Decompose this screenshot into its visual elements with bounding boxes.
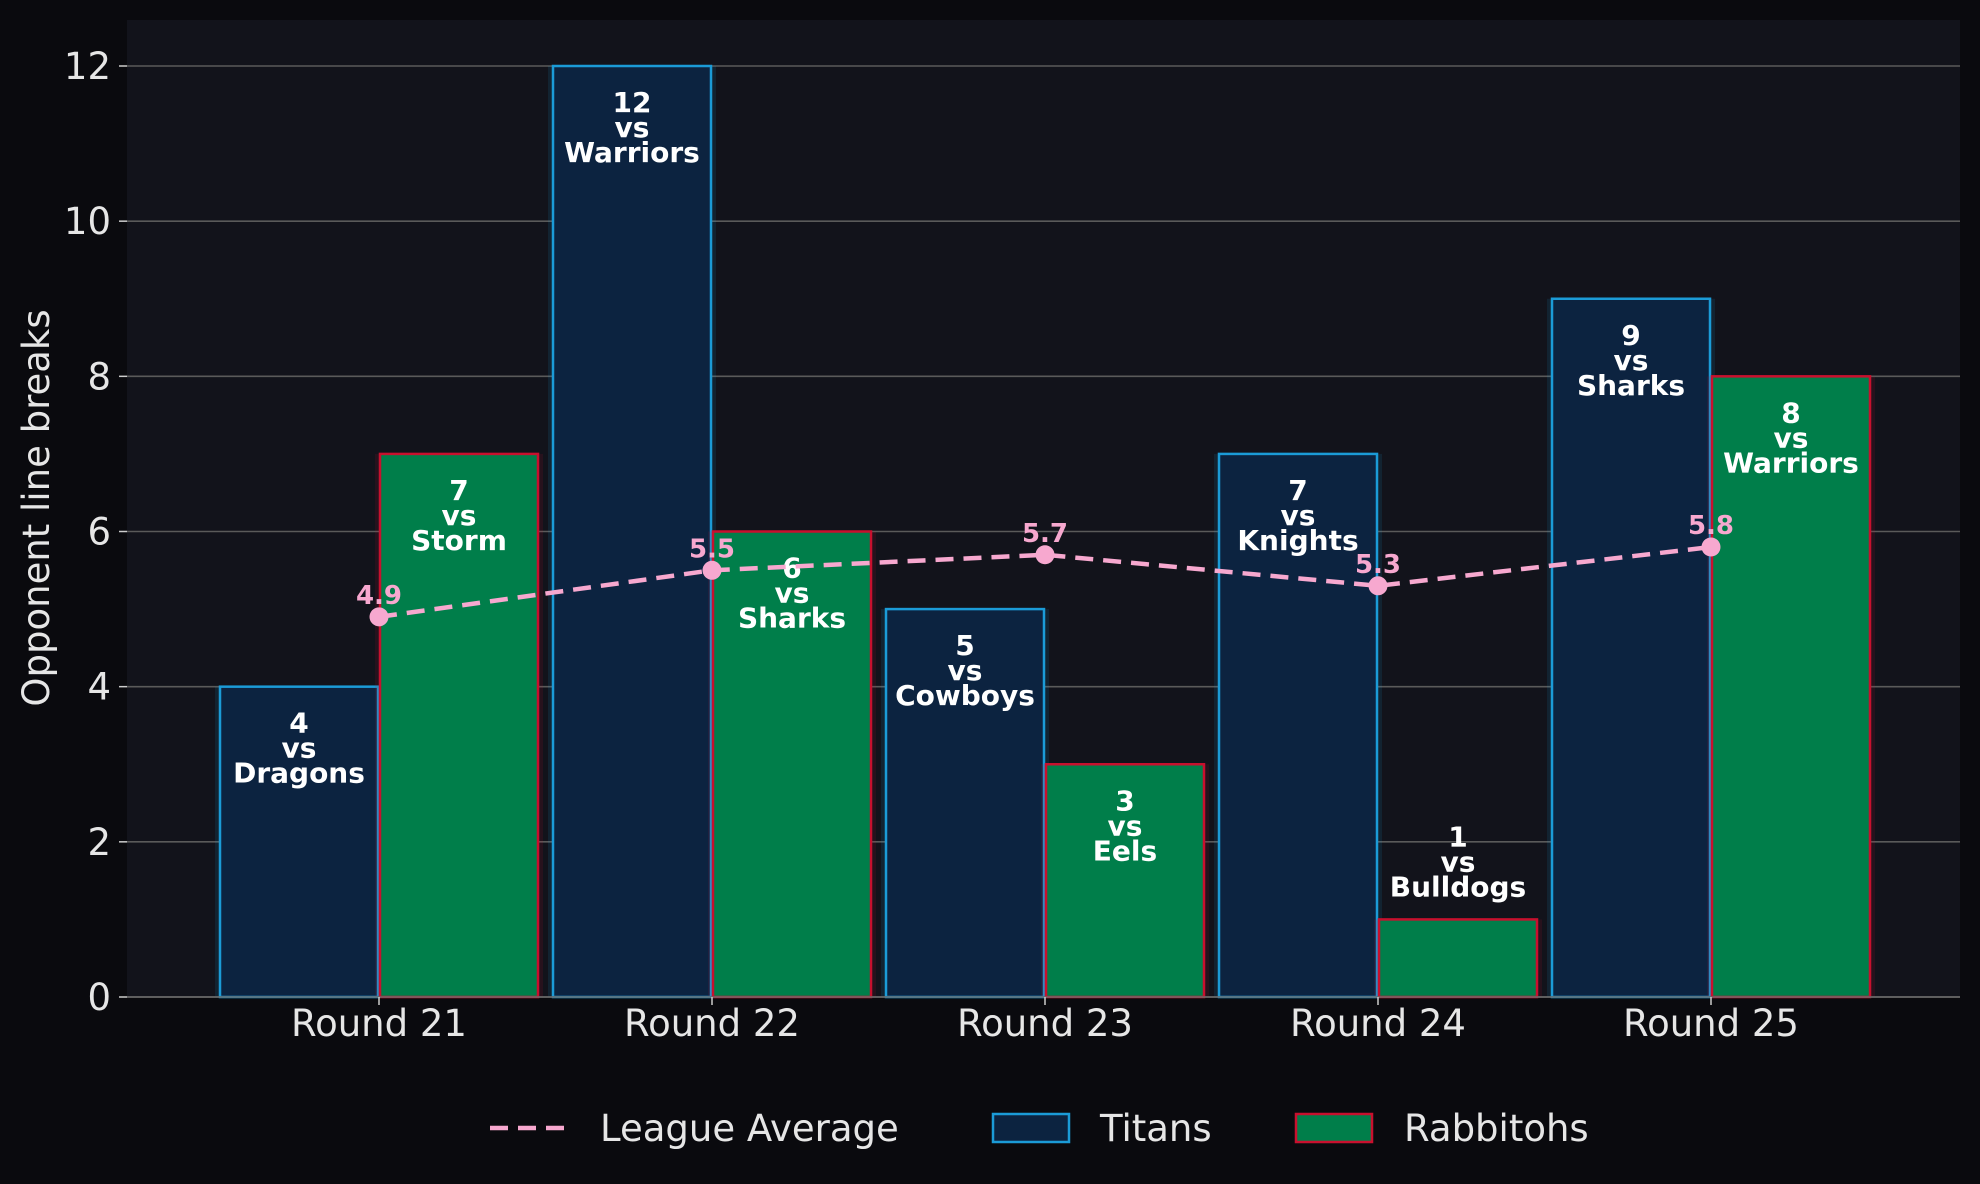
bar-value: 7 bbox=[449, 474, 468, 507]
bar-rabbitohs-4 bbox=[1377, 918, 1539, 999]
bar-label: 6 vs Sharks bbox=[738, 552, 846, 635]
y-tick-label: 12 bbox=[64, 45, 111, 88]
legend-swatch-titans bbox=[991, 1112, 1071, 1144]
bar-value: 1 bbox=[1448, 820, 1467, 853]
bar-label: 3 vs Eels bbox=[1093, 784, 1157, 867]
vs-text: vs bbox=[1774, 421, 1809, 454]
y-tick-label: 2 bbox=[87, 821, 111, 864]
bar-label: 7 vs Knights bbox=[1237, 474, 1358, 557]
opponent-name: Dragons bbox=[233, 757, 365, 790]
bar-value: 5 bbox=[955, 629, 974, 662]
vs-text: vs bbox=[775, 577, 810, 610]
bar-value: 8 bbox=[1781, 396, 1800, 429]
x-axis-ticks: Round 21 Round 22 Round 23 Round 24 Round 25 bbox=[127, 996, 1960, 1045]
bar-label: 9 vs Sharks bbox=[1577, 319, 1685, 402]
x-tick-label: Round 21 bbox=[291, 1002, 467, 1045]
average-point bbox=[369, 607, 389, 627]
y-tick-label: 6 bbox=[87, 511, 111, 554]
average-label: 5.3 bbox=[1355, 550, 1401, 580]
opponent-name: Knights bbox=[1237, 524, 1358, 557]
x-tick-label: Round 23 bbox=[957, 1002, 1133, 1045]
bar-label: 5 vs Cowboys bbox=[895, 629, 1035, 712]
bar-label: 12 vs Warriors bbox=[564, 86, 700, 169]
bar-titans-3 bbox=[884, 607, 1046, 999]
average-label: 5.8 bbox=[1688, 511, 1734, 541]
average-point bbox=[702, 560, 722, 580]
vs-text: vs bbox=[615, 111, 650, 144]
opponent-name: Warriors bbox=[564, 136, 700, 169]
bar-titans-5 bbox=[1550, 297, 1712, 999]
average-line-path bbox=[378, 544, 1712, 620]
legend-label-league-average: League Average bbox=[600, 1107, 899, 1150]
bar-label: 8 vs Warriors bbox=[1723, 396, 1859, 479]
bar-value: 3 bbox=[1115, 784, 1134, 817]
vs-text: vs bbox=[282, 732, 317, 765]
bar-value: 7 bbox=[1288, 474, 1307, 507]
x-tick-label: Round 22 bbox=[624, 1002, 800, 1045]
vs-text: vs bbox=[1614, 344, 1649, 377]
x-tick-label: Round 25 bbox=[1623, 1002, 1799, 1045]
vs-text: vs bbox=[1108, 809, 1143, 842]
vs-text: vs bbox=[948, 654, 983, 687]
legend-label-titans: Titans bbox=[1099, 1107, 1212, 1150]
bar-titans-4 bbox=[1217, 452, 1379, 999]
y-axis-ticks: 0 2 4 6 8 10 12 bbox=[64, 45, 127, 1019]
vs-text: vs bbox=[1441, 845, 1476, 878]
y-axis-label: Opponent line breaks bbox=[15, 309, 58, 706]
opponent-name: Eels bbox=[1093, 834, 1157, 867]
bar-titans-1 bbox=[218, 685, 380, 999]
bar-value: 6 bbox=[782, 552, 801, 585]
bar-titans-2 bbox=[551, 64, 713, 999]
bar-label: 4 vs Dragons bbox=[233, 707, 365, 790]
average-point bbox=[1701, 537, 1721, 557]
legend-swatch-rabbitohs bbox=[1294, 1112, 1374, 1144]
bar-value: 4 bbox=[289, 707, 308, 740]
opponent-name: Sharks bbox=[738, 602, 846, 635]
average-point bbox=[1368, 576, 1388, 596]
vs-text: vs bbox=[442, 499, 477, 532]
bar-label: 1 vs Bulldogs bbox=[1390, 820, 1526, 903]
average-point bbox=[1035, 545, 1055, 565]
bar-value: 12 bbox=[613, 86, 652, 119]
y-tick-label: 4 bbox=[87, 666, 111, 709]
average-line: 4.9 5.5 5.7 5.3 5.8 bbox=[356, 511, 1734, 627]
average-label: 5.5 bbox=[689, 534, 735, 564]
opponent-name: Warriors bbox=[1723, 446, 1859, 479]
opponent-name: Storm bbox=[411, 524, 507, 557]
bar-label: 7 vs Storm bbox=[411, 474, 507, 557]
bar-rabbitohs-1 bbox=[378, 452, 540, 999]
x-tick-label: Round 24 bbox=[1290, 1002, 1466, 1045]
opponent-name: Bulldogs bbox=[1390, 870, 1526, 903]
bar-rabbitohs-2 bbox=[711, 530, 873, 999]
legend-label-rabbitohs: Rabbitohs bbox=[1404, 1107, 1589, 1150]
average-label: 4.9 bbox=[356, 581, 402, 611]
bar-value: 9 bbox=[1621, 319, 1640, 352]
legend: League Average Titans Rabbitohs bbox=[490, 1107, 1589, 1150]
average-label: 5.7 bbox=[1022, 519, 1068, 549]
y-tick-label: 8 bbox=[87, 355, 111, 398]
y-tick-label: 0 bbox=[87, 976, 111, 1019]
opponent-name: Sharks bbox=[1577, 369, 1685, 402]
vs-text: vs bbox=[1281, 499, 1316, 532]
y-tick-label: 10 bbox=[64, 200, 111, 243]
opponent-name: Cowboys bbox=[895, 679, 1035, 712]
